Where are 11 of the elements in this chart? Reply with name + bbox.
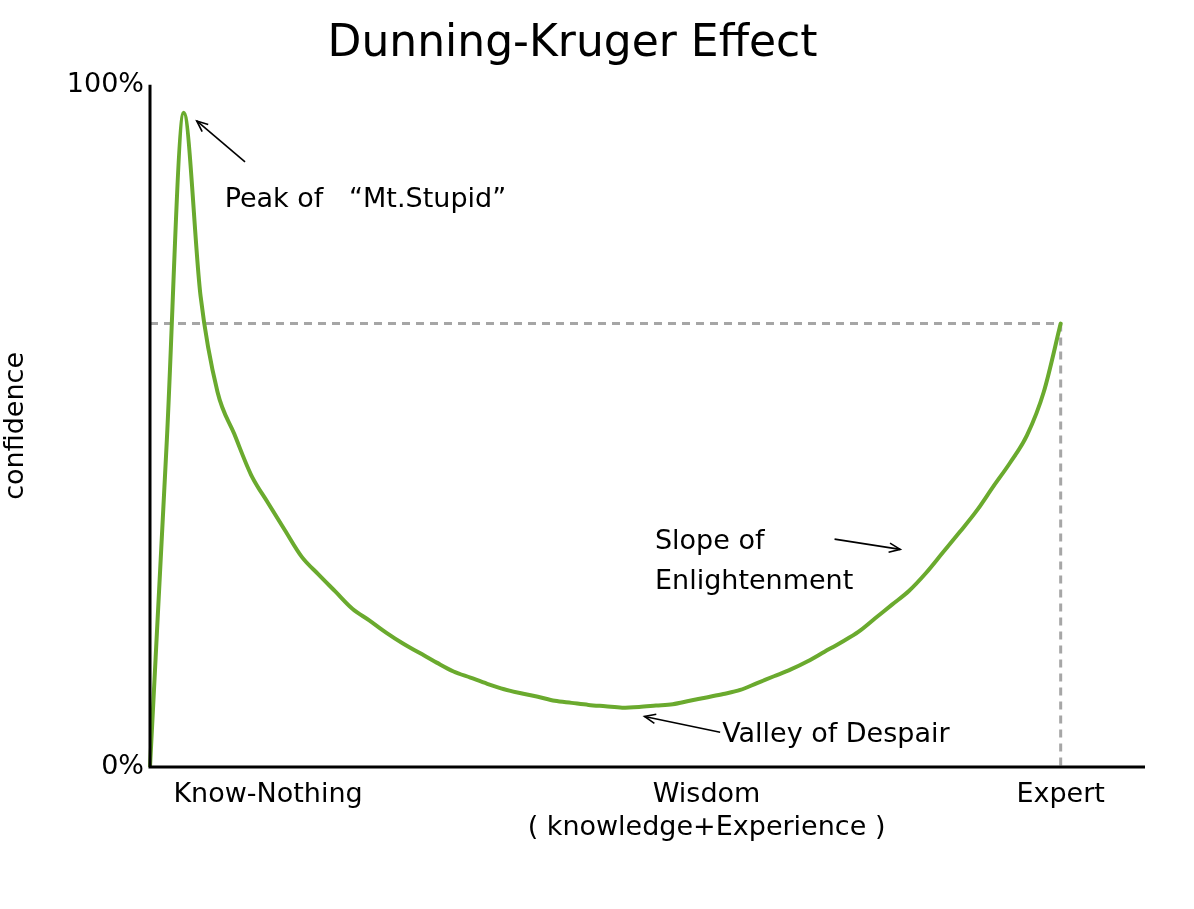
y-tick-label: 0% (101, 749, 144, 781)
x-tick-label: Wisdom ( knowledge+Experience ) (527, 777, 886, 841)
line-series (148, 110, 1063, 767)
y-axis-title: confidence (0, 351, 30, 500)
x-tick-label: Know-Nothing (173, 777, 363, 809)
annotation: Slope of Enlightenment (654, 523, 854, 595)
annotation: Peak of “Mt.Stupid” (224, 182, 507, 214)
annotation: Valley of Despair (722, 716, 951, 748)
y-tick-label: 100% (66, 66, 144, 98)
chart-title: Dunning-Kruger Effect (327, 14, 818, 66)
x-tick-label: Expert (1016, 777, 1105, 809)
